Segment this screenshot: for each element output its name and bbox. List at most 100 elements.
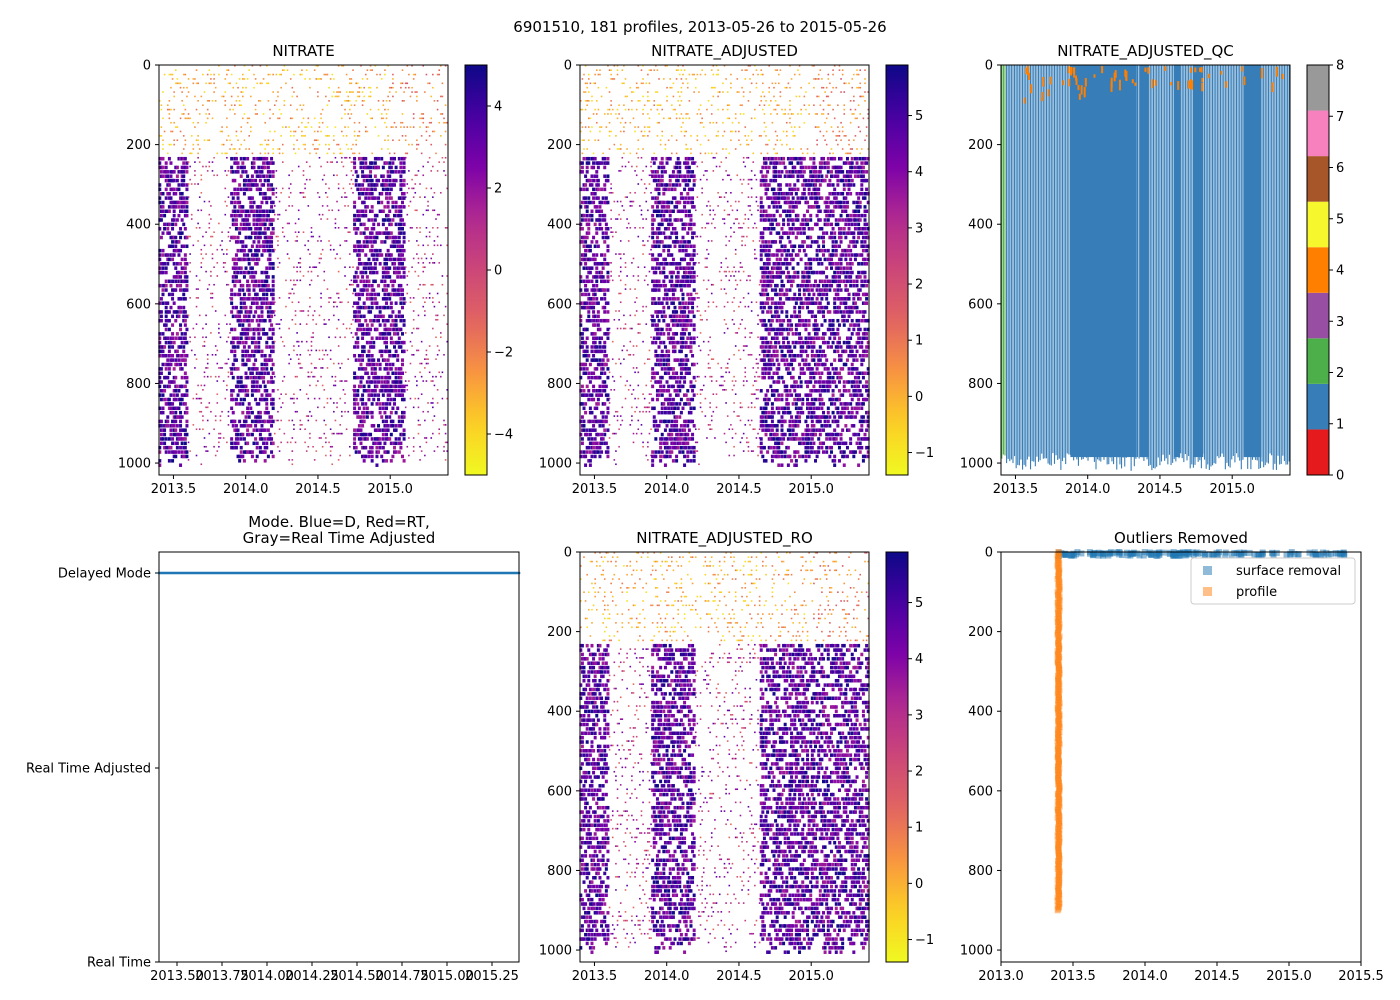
heatmap-cell — [249, 235, 253, 240]
heatmap-cell — [359, 270, 363, 275]
heatmap-cell — [400, 305, 404, 310]
heatmap-cell — [266, 187, 270, 192]
heatmap-cell — [604, 415, 608, 419]
heatmap-cell — [198, 196, 201, 198]
heatmap-cell — [244, 305, 248, 310]
heatmap-cell — [169, 393, 173, 397]
heatmap-cell — [293, 402, 295, 404]
heatmap-cell — [654, 257, 658, 262]
heatmap-cell — [399, 227, 403, 231]
heatmap-cell — [615, 362, 617, 365]
heatmap-cell — [435, 336, 437, 339]
heatmap-cell — [230, 292, 234, 297]
heatmap-cell — [252, 161, 256, 165]
heatmap-cell — [349, 283, 351, 286]
heatmap-cell — [354, 310, 358, 314]
heatmap-cell — [164, 353, 168, 358]
heatmap-cell — [328, 135, 330, 137]
heatmap-cell — [244, 187, 248, 192]
heatmap-cell — [386, 270, 390, 275]
heatmap-cell — [159, 262, 163, 266]
heatmap-cell — [163, 445, 167, 450]
heatmap-cell — [357, 406, 361, 411]
heatmap-cell — [164, 310, 168, 314]
heatmap-cell — [624, 323, 627, 325]
heatmap-cell — [238, 213, 242, 218]
heatmap-cell — [600, 279, 604, 284]
heatmap-cell — [652, 218, 656, 222]
heatmap-cell — [258, 397, 262, 402]
figure-title: 6901510, 181 profiles, 2013-05-26 to 201… — [513, 18, 886, 36]
heatmap-cell — [176, 139, 179, 142]
heatmap-cell — [250, 209, 254, 213]
heatmap-cell — [167, 196, 171, 200]
heatmap-cell — [265, 200, 269, 205]
heatmap-cell — [194, 183, 196, 185]
heatmap-cell — [250, 95, 252, 98]
heatmap-cell — [218, 73, 220, 76]
heatmap-cell — [440, 191, 442, 194]
heatmap-cell — [417, 397, 420, 400]
heatmap-cell — [258, 170, 262, 174]
heatmap-cell — [325, 95, 327, 98]
heatmap-cell — [358, 130, 361, 133]
heatmap-cell — [387, 65, 389, 67]
heatmap-cell — [359, 244, 363, 249]
heatmap-cell — [347, 126, 350, 128]
heatmap-cell — [402, 397, 406, 402]
heatmap-cell — [172, 428, 176, 432]
heatmap-cell — [357, 292, 361, 297]
heatmap-cell — [265, 275, 269, 279]
heatmap-cell — [356, 318, 360, 323]
heatmap-cell — [263, 240, 267, 244]
heatmap-cell — [593, 332, 597, 336]
heatmap-cell — [270, 415, 274, 419]
heatmap-cell — [244, 415, 248, 419]
heatmap-cell — [615, 432, 617, 435]
heatmap-cell — [230, 406, 234, 411]
heatmap-cell — [172, 288, 176, 292]
heatmap-cell — [177, 240, 181, 244]
heatmap-cell — [582, 428, 586, 432]
heatmap-cell — [159, 165, 163, 170]
heatmap-cell — [603, 332, 607, 336]
heatmap-cell — [219, 367, 222, 369]
heatmap-cell — [315, 139, 318, 142]
heatmap-cell — [182, 393, 186, 397]
heatmap-cell — [159, 209, 163, 213]
heatmap-cell — [394, 424, 398, 428]
heatmap-cell — [353, 275, 357, 279]
heatmap-cell — [369, 235, 373, 240]
heatmap-cell — [417, 424, 420, 426]
heatmap-cell — [394, 235, 398, 240]
heatmap-cell — [588, 450, 592, 454]
heatmap-cell — [654, 279, 658, 284]
heatmap-cell — [337, 209, 340, 212]
heatmap-cell — [244, 340, 248, 345]
heatmap-cell — [167, 445, 171, 450]
heatmap-cell — [252, 156, 256, 161]
heatmap-cell — [182, 86, 185, 89]
heatmap-cell — [254, 227, 258, 231]
heatmap-cell — [587, 100, 590, 102]
heatmap-cell — [643, 104, 646, 107]
heatmap-cell — [389, 301, 393, 305]
heatmap-cell — [361, 336, 365, 340]
heatmap-cell — [419, 126, 421, 128]
heatmap-cell — [320, 240, 322, 242]
heatmap-cell — [337, 95, 340, 98]
heatmap-cell — [411, 65, 413, 67]
heatmap-cell — [376, 73, 378, 76]
heatmap-cell — [399, 393, 403, 397]
heatmap-cell — [588, 270, 592, 275]
heatmap-cell — [394, 323, 398, 327]
heatmap-cell — [242, 117, 244, 120]
heatmap-cell — [246, 78, 249, 80]
heatmap-cell — [367, 332, 371, 336]
heatmap-cell — [357, 305, 361, 310]
heatmap-cell — [352, 336, 354, 339]
heatmap-cell — [615, 253, 617, 255]
heatmap-cell — [187, 235, 190, 238]
heatmap-cell — [409, 126, 412, 128]
heatmap-cell — [600, 367, 604, 371]
